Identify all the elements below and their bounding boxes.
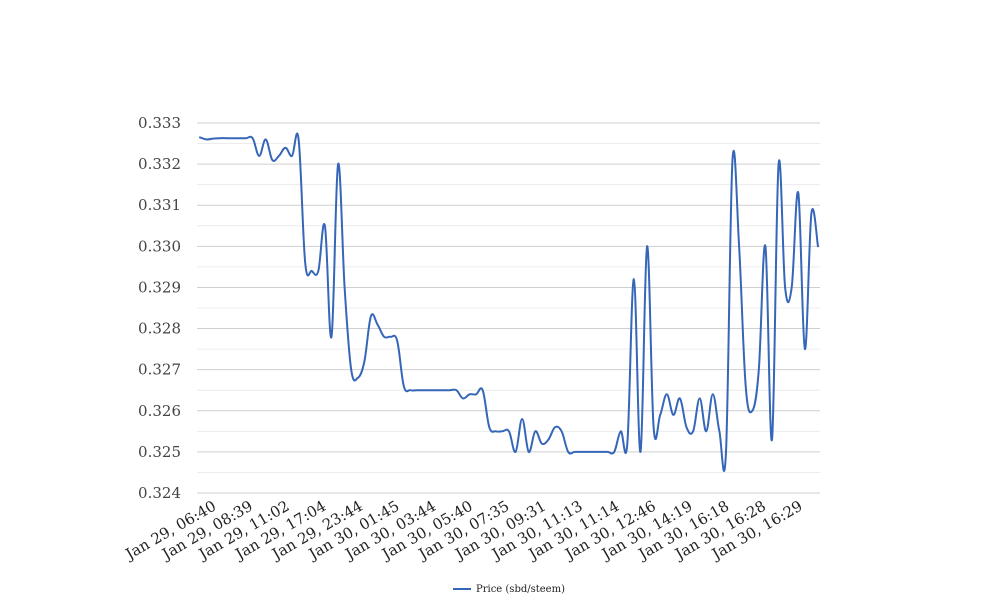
y-tick-label: 0.332 <box>138 155 181 173</box>
y-axis-tick-labels: 0.324 0.325 0.326 0.327 0.328 0.329 0.330 0.331… <box>138 114 181 502</box>
y-tick-label: 0.331 <box>138 196 181 214</box>
y-tick-label: 0.329 <box>138 278 181 296</box>
y-tick-label: 0.327 <box>138 361 181 379</box>
legend-label-price: Price (sbd/steem) <box>476 584 565 595</box>
y-tick-label: 0.333 <box>138 114 181 132</box>
y-tick-label: 0.325 <box>138 443 181 461</box>
y-tick-label: 0.324 <box>138 484 181 502</box>
y-tick-label: 0.326 <box>138 402 181 420</box>
y-tick-label: 0.330 <box>138 237 181 255</box>
y-tick-label: 0.328 <box>138 320 181 338</box>
legend[interactable]: Price (sbd/steem) <box>453 584 565 595</box>
series-layer <box>199 132 819 472</box>
price-series-line <box>199 132 819 472</box>
grid-lines <box>197 122 820 494</box>
